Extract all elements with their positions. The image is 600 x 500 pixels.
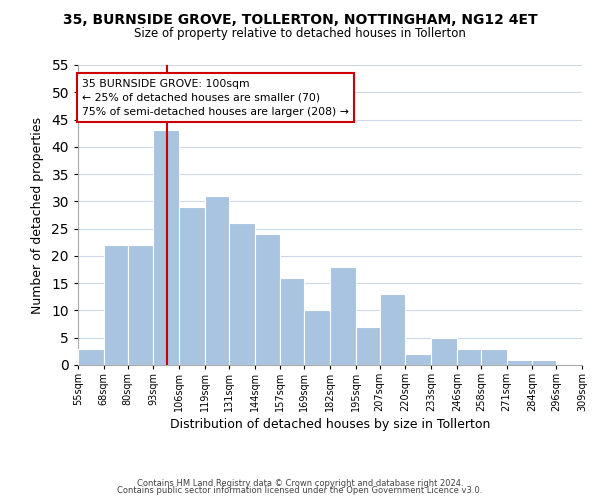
Bar [104, 245, 128, 365]
Text: 35, BURNSIDE GROVE, TOLLERTON, NOTTINGHAM, NG12 4ET: 35, BURNSIDE GROVE, TOLLERTON, NOTTINGHA… [62, 12, 538, 26]
Text: 35 BURNSIDE GROVE: 100sqm
← 25% of detached houses are smaller (70)
75% of semi-: 35 BURNSIDE GROVE: 100sqm ← 25% of detac… [82, 78, 349, 116]
Bar [506, 360, 532, 365]
Bar [128, 245, 154, 365]
Bar [380, 294, 406, 365]
Y-axis label: Number of detached properties: Number of detached properties [31, 116, 44, 314]
Bar [457, 348, 481, 365]
Bar [406, 354, 431, 365]
Bar [205, 196, 229, 365]
Bar [229, 223, 254, 365]
Bar [280, 278, 304, 365]
Bar [356, 327, 380, 365]
Text: Size of property relative to detached houses in Tollerton: Size of property relative to detached ho… [134, 28, 466, 40]
Bar [431, 338, 457, 365]
Bar [179, 207, 205, 365]
Text: Contains HM Land Registry data © Crown copyright and database right 2024.: Contains HM Land Registry data © Crown c… [137, 478, 463, 488]
Bar [254, 234, 280, 365]
Bar [78, 348, 104, 365]
Bar [481, 348, 506, 365]
X-axis label: Distribution of detached houses by size in Tollerton: Distribution of detached houses by size … [170, 418, 490, 432]
Bar [154, 130, 179, 365]
Bar [304, 310, 330, 365]
Text: Contains public sector information licensed under the Open Government Licence v3: Contains public sector information licen… [118, 486, 482, 495]
Bar [532, 360, 556, 365]
Bar [330, 267, 356, 365]
